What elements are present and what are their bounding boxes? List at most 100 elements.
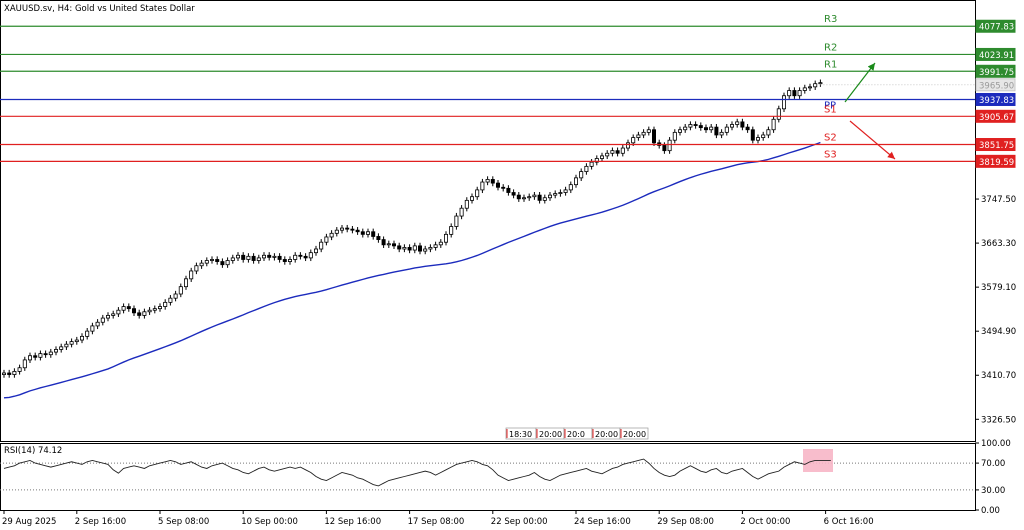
candle-body	[506, 187, 511, 193]
candle-body	[714, 126, 719, 136]
candle-body	[522, 197, 527, 200]
price-tag-text-pp: 3937.83	[979, 96, 1014, 106]
price-tag-text-r1: 3991.75	[979, 68, 1014, 78]
y-tick-label: 3494.90	[981, 327, 1016, 337]
candle-body	[787, 90, 792, 97]
candle-body	[386, 243, 391, 246]
candle-body	[745, 126, 750, 131]
pivot-label-r1: R1	[824, 59, 837, 70]
candle-body	[485, 179, 490, 183]
candle-body	[329, 232, 334, 238]
price-tag-text-r3: 4077.83	[979, 23, 1014, 33]
candle-body	[480, 181, 485, 191]
x-tick-label: 5 Sep 08:00	[158, 517, 209, 527]
candle-body	[246, 255, 251, 260]
candle-body	[90, 325, 95, 332]
candle-body	[282, 259, 287, 262]
x-tick-label: 17 Sep 08:00	[408, 517, 465, 527]
candle-body	[475, 189, 480, 198]
candle-body	[121, 306, 126, 311]
candle-body	[776, 108, 781, 120]
price-tag-r3	[975, 19, 1016, 33]
candle-body	[241, 254, 246, 260]
candle-body	[563, 189, 568, 193]
candle-body	[449, 226, 454, 235]
candle-body	[537, 194, 542, 201]
candle-body	[626, 142, 631, 149]
candle-body	[391, 243, 396, 247]
candle-body	[69, 341, 74, 345]
candle-body	[724, 126, 729, 133]
candle-body	[397, 245, 402, 250]
candle-body	[548, 194, 553, 199]
candle-body	[272, 255, 277, 258]
candle-body	[183, 278, 188, 288]
candle-body	[360, 231, 365, 235]
candle-body	[173, 293, 178, 299]
candle-body	[735, 121, 740, 125]
x-tick-label: 22 Sep 00:00	[491, 517, 548, 527]
candle-body	[308, 252, 313, 259]
candle-body	[17, 367, 22, 372]
candle-body	[792, 90, 797, 97]
candle-body	[818, 82, 823, 85]
candle-body	[501, 186, 506, 189]
candle-body	[407, 247, 412, 251]
x-tick-label: 2 Sep 16:00	[75, 517, 126, 527]
candle-body	[454, 215, 459, 227]
candle-body	[319, 241, 324, 250]
candle-body	[277, 255, 282, 260]
price-tag-r2	[975, 47, 1016, 61]
price-tag-text-s3: 3819.59	[979, 158, 1014, 168]
candle-body	[2, 372, 7, 375]
rsi-y-tick-label: 100.00	[981, 439, 1011, 449]
candle-body	[459, 207, 464, 217]
main-price-pane: 3326.50 3410.70 3494.90 3579.10 3663.30 3747.…	[0, 0, 1016, 442]
candle-body	[568, 184, 573, 191]
candle-body	[433, 244, 438, 248]
candle-body	[95, 321, 100, 327]
candle-body	[376, 236, 381, 240]
pivot-label-r2: R2	[824, 42, 837, 53]
candle-body	[163, 301, 168, 307]
candle-body	[574, 177, 579, 186]
time-label: 18:30	[509, 430, 532, 439]
x-tick-label: 12 Sep 16:00	[324, 517, 381, 527]
candle-body	[111, 313, 116, 316]
candle-body	[324, 236, 329, 243]
candle-body	[298, 254, 303, 257]
candle-body	[38, 353, 43, 358]
candle-body	[678, 129, 683, 133]
candle-body	[59, 346, 64, 350]
candle-body	[293, 254, 298, 260]
candle-body	[672, 131, 677, 141]
price-tag-text-s2: 3851.75	[979, 141, 1014, 151]
candle-body	[469, 196, 474, 201]
rsi-y-tick-label: 0.00	[981, 506, 1000, 516]
candle-body	[33, 355, 38, 358]
y-tick-label: 3747.50	[981, 195, 1016, 205]
candle-body	[600, 155, 605, 159]
candle-body	[106, 315, 111, 319]
candle-body	[652, 129, 657, 144]
y-tick-label: 3579.10	[981, 283, 1016, 293]
x-tick-label: 24 Sep 16:00	[574, 517, 631, 527]
candle-body	[215, 259, 220, 262]
candle-body	[688, 124, 693, 128]
candle-body	[766, 129, 771, 136]
rsi-line	[3, 458, 831, 487]
candle-body	[756, 137, 761, 141]
candle-body	[152, 308, 157, 311]
candle-body	[365, 231, 370, 235]
candle-body	[527, 196, 532, 199]
candle-body	[464, 199, 469, 209]
candle-body	[589, 161, 594, 167]
candle-body	[412, 245, 417, 251]
price-tag-r1	[975, 64, 1016, 78]
candle-body	[142, 311, 147, 316]
candle-body	[178, 286, 183, 295]
candle-body	[199, 262, 204, 267]
candle-body	[771, 118, 776, 131]
candle-body	[532, 194, 537, 198]
candle-body	[620, 147, 625, 154]
